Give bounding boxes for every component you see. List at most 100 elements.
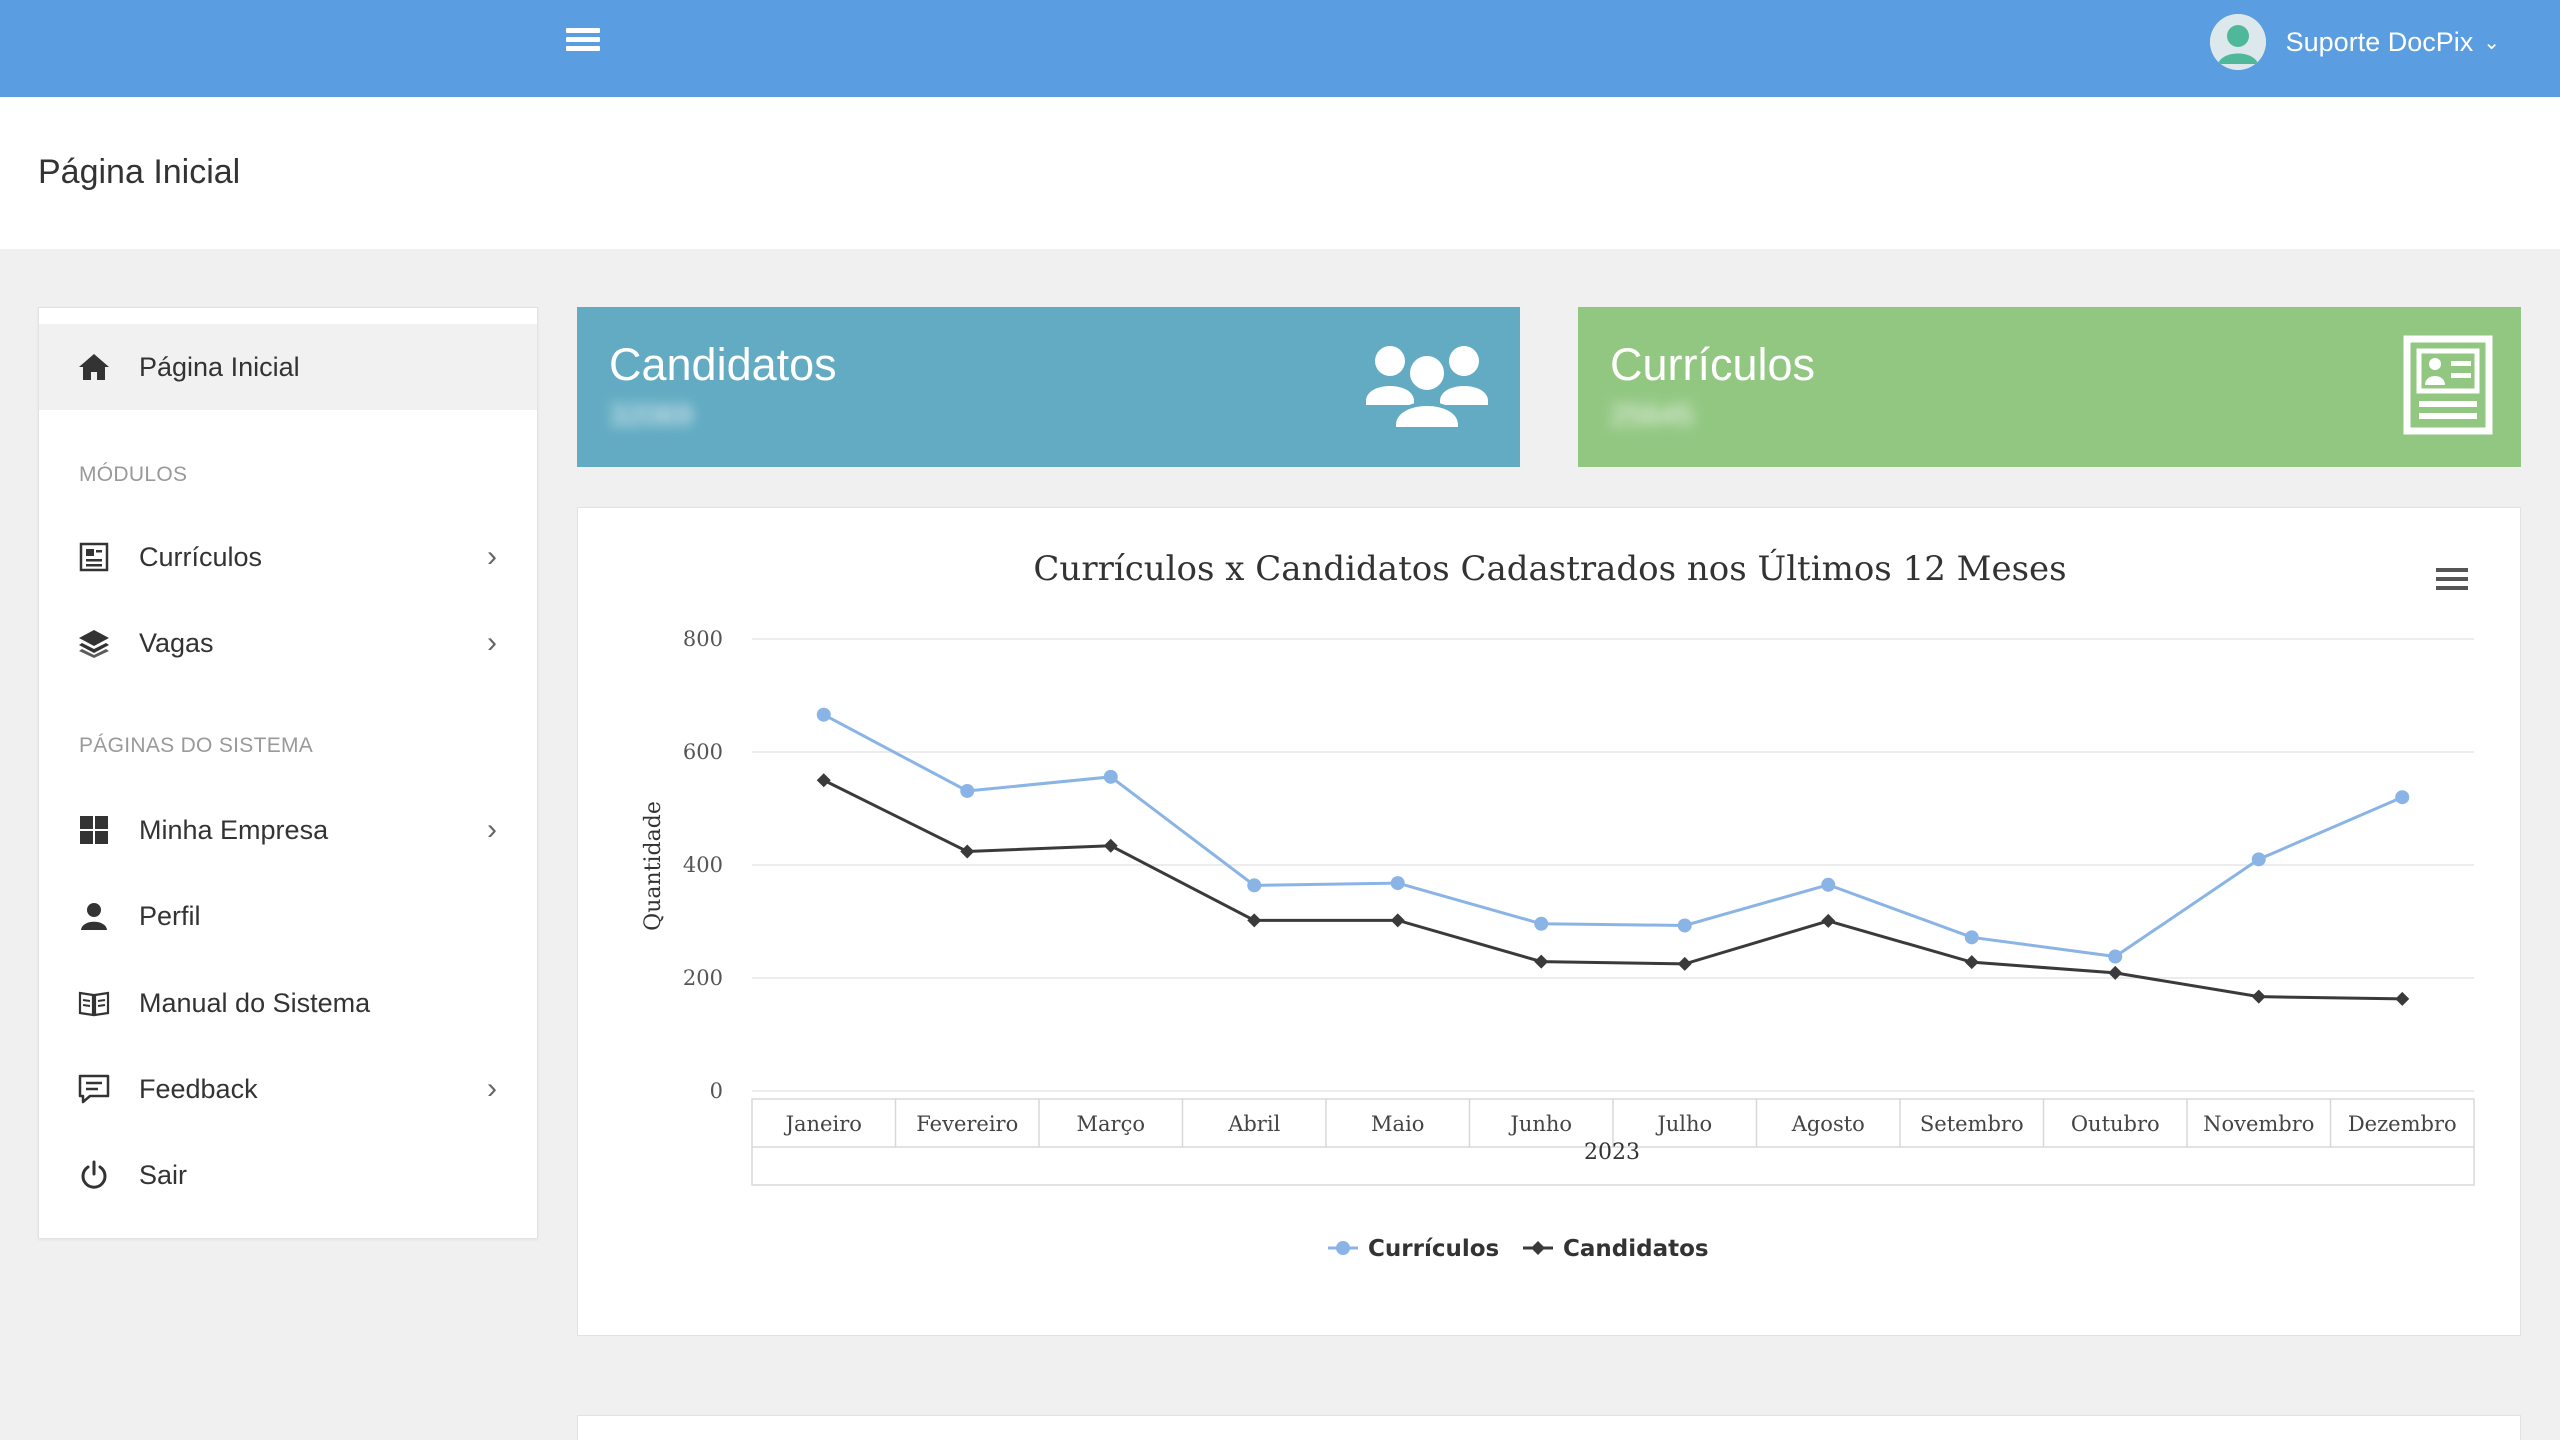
line-chart: Currículos x Candidatos Cadastrados nos … bbox=[641, 548, 2475, 1262]
data-point[interactable] bbox=[2108, 949, 2123, 964]
top-bar: Suporte DocPix ⌄ bbox=[0, 0, 2560, 97]
section-label-modules: MÓDULOS bbox=[79, 463, 188, 486]
page-header: Página Inicial bbox=[0, 97, 2560, 249]
sidebar-item-sair[interactable]: Sair bbox=[39, 1132, 537, 1218]
legend-item[interactable]: Currículos bbox=[1328, 1236, 1499, 1262]
comment-icon bbox=[77, 1072, 111, 1106]
legend-marker bbox=[1336, 1241, 1350, 1255]
data-point[interactable] bbox=[1247, 878, 1262, 893]
sidebar-item-curriculos[interactable]: Currículos › bbox=[39, 514, 537, 600]
y-tick-label: 800 bbox=[683, 627, 723, 651]
grid-lines bbox=[752, 638, 2474, 1092]
data-point[interactable] bbox=[2108, 965, 2123, 980]
y-tick-label: 0 bbox=[710, 1079, 723, 1103]
data-point[interactable] bbox=[816, 707, 831, 722]
chart-menu-icon[interactable] bbox=[2436, 568, 2468, 594]
legend-label: Candidatos bbox=[1563, 1236, 1709, 1262]
card-candidatos[interactable]: Candidatos 32069 bbox=[577, 307, 1520, 467]
card-value: 32069 bbox=[609, 399, 693, 432]
chevron-right-icon: › bbox=[487, 813, 497, 846]
layers-icon bbox=[77, 626, 111, 660]
data-point[interactable] bbox=[1390, 876, 1405, 891]
x-tick-label: Novembro bbox=[2203, 1112, 2314, 1136]
data-point[interactable] bbox=[2251, 852, 2266, 867]
data-point[interactable] bbox=[1103, 838, 1118, 853]
sidebar-item-label: Sair bbox=[139, 1159, 188, 1190]
sidebar-item-feedback[interactable]: Feedback › bbox=[39, 1046, 537, 1132]
chart-panel: Currículos x Candidatos Cadastrados nos … bbox=[577, 507, 2521, 1336]
sidebar: Página Inicial MÓDULOS Currículos › Vaga… bbox=[38, 307, 538, 1239]
resume-icon bbox=[77, 540, 111, 574]
resume-card-icon bbox=[2403, 335, 2493, 440]
data-point[interactable] bbox=[2395, 991, 2410, 1006]
x-tick-label: Abril bbox=[1227, 1112, 1280, 1136]
data-point[interactable] bbox=[1103, 769, 1118, 784]
x-axis-label: 2023 bbox=[1584, 1140, 1640, 1165]
grid-icon bbox=[77, 813, 111, 847]
x-tick-label: Janeiro bbox=[784, 1112, 862, 1136]
user-menu[interactable]: Suporte DocPix ⌄ bbox=[2209, 14, 2500, 70]
data-point[interactable] bbox=[1821, 877, 1836, 892]
power-icon bbox=[77, 1158, 111, 1192]
data-point[interactable] bbox=[960, 844, 975, 859]
data-point[interactable] bbox=[1964, 955, 1979, 970]
home-icon bbox=[77, 350, 111, 384]
card-curriculos[interactable]: Currículos 25645 bbox=[1578, 307, 2521, 467]
hamburger-icon[interactable] bbox=[566, 28, 600, 58]
section-label-system-pages: PÁGINAS DO SISTEMA bbox=[79, 734, 314, 757]
data-point[interactable] bbox=[1247, 913, 1262, 928]
x-tick-label: Fevereiro bbox=[916, 1112, 1018, 1136]
series-lines bbox=[816, 707, 2410, 1006]
sidebar-item-label: Currículos bbox=[139, 541, 263, 572]
sidebar-item-vagas[interactable]: Vagas › bbox=[39, 600, 537, 686]
data-point[interactable] bbox=[2251, 989, 2266, 1004]
card-title: Currículos bbox=[1610, 339, 1816, 390]
sidebar-item-minha-empresa[interactable]: Minha Empresa › bbox=[39, 787, 537, 873]
chart-legend[interactable]: Currículos Candidatos bbox=[1328, 1236, 1709, 1262]
sidebar-item-perfil[interactable]: Perfil bbox=[39, 873, 537, 959]
x-tick-label: Maio bbox=[1371, 1112, 1424, 1136]
user-name: Suporte DocPix bbox=[2285, 26, 2474, 57]
data-point[interactable] bbox=[816, 773, 831, 788]
sidebar-item-label: Vagas bbox=[139, 627, 214, 658]
sidebar-item-manual[interactable]: Manual do Sistema bbox=[39, 960, 537, 1046]
data-point[interactable] bbox=[1677, 956, 1692, 971]
user-icon bbox=[77, 899, 111, 933]
x-axis: Janeiro Fevereiro Março Abril Maio Junho Julho… bbox=[751, 1098, 2475, 1186]
data-point[interactable] bbox=[2395, 790, 2410, 805]
sidebar-item-home[interactable]: Página Inicial bbox=[39, 324, 537, 410]
data-point[interactable] bbox=[1964, 930, 1979, 945]
sidebar-item-label: Minha Empresa bbox=[139, 814, 329, 845]
sidebar-item-label: Manual do Sistema bbox=[139, 987, 371, 1018]
bottom-panel bbox=[577, 1415, 2521, 1440]
y-tick-label: 200 bbox=[683, 966, 723, 990]
data-point[interactable] bbox=[1534, 916, 1549, 931]
data-point[interactable] bbox=[960, 783, 975, 798]
book-icon bbox=[77, 986, 111, 1020]
x-tick-label: Setembro bbox=[1920, 1112, 2024, 1136]
y-axis-label: Quantidade bbox=[641, 801, 666, 931]
data-point[interactable] bbox=[1390, 913, 1405, 928]
user-avatar-icon bbox=[2209, 14, 2266, 70]
card-title: Candidatos bbox=[609, 339, 837, 390]
page-title: Página Inicial bbox=[38, 153, 241, 191]
y-tick-label: 600 bbox=[683, 740, 723, 764]
legend-item[interactable]: Candidatos bbox=[1523, 1236, 1709, 1262]
x-tick-label: Março bbox=[1077, 1112, 1145, 1136]
users-group-icon bbox=[1362, 335, 1492, 436]
y-tick-label: 400 bbox=[683, 853, 723, 877]
card-value: 25645 bbox=[1610, 399, 1694, 432]
legend-label: Currículos bbox=[1368, 1236, 1499, 1262]
data-point[interactable] bbox=[1534, 954, 1549, 969]
data-point[interactable] bbox=[1677, 918, 1692, 933]
x-tick-label: Julho bbox=[1655, 1112, 1712, 1136]
chart-title: Currículos x Candidatos Cadastrados nos … bbox=[1033, 548, 2066, 589]
chevron-right-icon: › bbox=[487, 540, 497, 573]
x-tick-label: Junho bbox=[1508, 1112, 1572, 1136]
chevron-right-icon: › bbox=[487, 626, 497, 659]
chevron-down-icon: ⌄ bbox=[2483, 31, 2500, 54]
series-line bbox=[823, 713, 2403, 959]
x-tick-label: Agosto bbox=[1791, 1112, 1865, 1136]
chevron-right-icon: › bbox=[487, 1072, 497, 1105]
data-point[interactable] bbox=[1821, 913, 1836, 928]
